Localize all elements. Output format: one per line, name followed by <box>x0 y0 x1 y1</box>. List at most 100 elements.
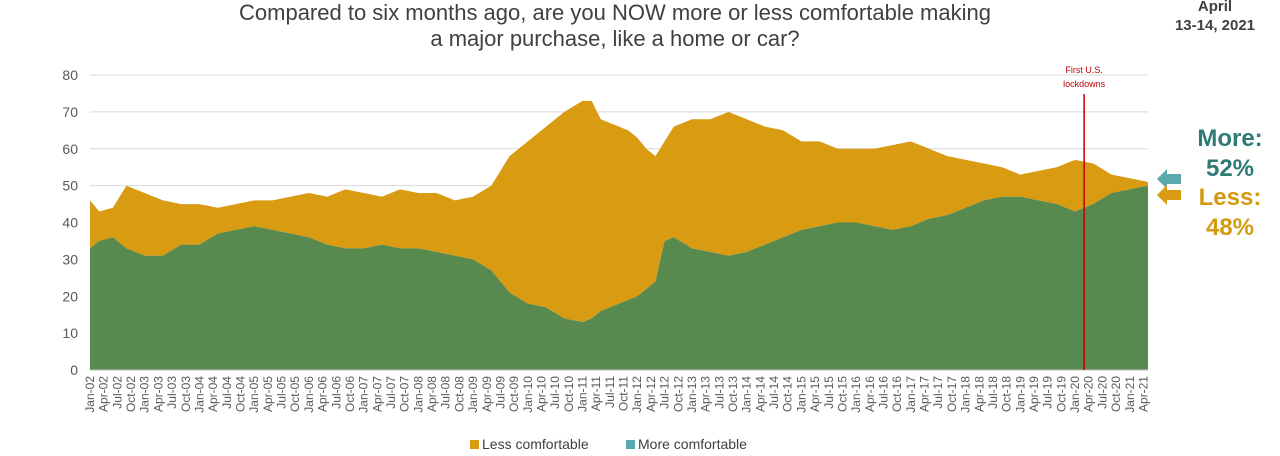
y-tick-label: 60 <box>62 141 78 157</box>
chart-title: Compared to six months ago, are you NOW … <box>150 0 1080 52</box>
legend-swatch-less <box>470 440 479 449</box>
legend-label-more: More comfortable <box>638 436 747 452</box>
x-tick-label: Jan-08 <box>411 376 425 413</box>
x-tick-label: Jul-06 <box>329 376 343 409</box>
x-tick-label: Apr-09 <box>480 376 494 412</box>
x-tick-label: Jul-10 <box>548 376 562 409</box>
x-tick-label: Jan-13 <box>685 376 699 413</box>
x-tick-label: Apr-06 <box>316 376 330 412</box>
x-tick-label: Oct-14 <box>781 376 795 412</box>
x-tick-label: Jul-16 <box>877 376 891 409</box>
base-area <box>90 185 1148 370</box>
less-callout-label: Less: <box>1198 184 1262 211</box>
more-callout: More: 52% <box>1180 124 1280 184</box>
x-tick-label: Oct-18 <box>1000 376 1014 412</box>
x-tick-label: Apr-02 <box>97 376 111 412</box>
x-tick-label: Apr-16 <box>863 376 877 412</box>
x-tick-label: Oct-03 <box>179 376 193 412</box>
x-tick-label: Oct-08 <box>452 376 466 412</box>
x-tick-label: Oct-10 <box>562 376 576 412</box>
x-tick-label: Oct-19 <box>1054 376 1068 412</box>
title-line-2: a major purchase, like a home or car? <box>430 26 800 51</box>
x-tick-label: Jan-15 <box>794 376 808 413</box>
x-tick-label: Apr-20 <box>1082 376 1096 412</box>
x-tick-label: Jul-05 <box>275 376 289 409</box>
x-tick-label: Oct-20 <box>1109 376 1123 412</box>
y-tick-label: 0 <box>70 362 78 378</box>
x-tick-label: Apr-07 <box>370 376 384 412</box>
date-line-1: April <box>1197 0 1233 15</box>
less-callout: Less: 48% <box>1180 183 1280 243</box>
x-tick-label: Apr-14 <box>753 376 767 412</box>
x-tick-label: Oct-13 <box>726 376 740 412</box>
more-callout-value: 52% <box>1205 155 1255 182</box>
x-tick-label: Jan-18 <box>959 376 973 413</box>
x-tick-label: Apr-17 <box>918 376 932 412</box>
y-tick-label: 80 <box>62 67 78 83</box>
lockdown-label-line-2: lockdowns <box>1063 79 1106 89</box>
x-tick-label: Jan-09 <box>466 376 480 413</box>
x-tick-label: Apr-21 <box>1136 376 1150 412</box>
x-tick-label: Oct-02 <box>124 376 138 412</box>
x-tick-label: Jan-20 <box>1068 376 1082 413</box>
x-tick-label: Jan-19 <box>1013 376 1027 413</box>
x-tick-label: Jan-12 <box>630 376 644 413</box>
x-tick-label: Jul-20 <box>1095 376 1109 409</box>
x-tick-label: Jan-16 <box>849 376 863 413</box>
x-tick-label: Oct-17 <box>945 376 959 412</box>
x-tick-label: Oct-06 <box>343 376 357 412</box>
x-tick-label: Jul-12 <box>658 376 672 409</box>
x-tick-label: Jul-09 <box>493 376 507 409</box>
x-tick-label: Apr-19 <box>1027 376 1041 412</box>
x-tick-label: Jan-05 <box>247 376 261 413</box>
x-tick-label: Jan-14 <box>740 376 754 413</box>
x-tick-label: Jan-07 <box>357 376 371 413</box>
x-tick-label: Apr-15 <box>808 376 822 412</box>
chart-areas <box>90 100 1148 370</box>
y-tick-label: 10 <box>62 325 78 341</box>
x-tick-label: Apr-08 <box>425 376 439 412</box>
x-tick-label: Apr-05 <box>261 376 275 412</box>
x-tick-label: Apr-13 <box>699 376 713 412</box>
x-axis: Jan-02 Apr-02 Jul-02 Oct-02 Jan-03 Apr-03 Jul-… <box>83 376 1150 413</box>
lockdown-label-line-1: First U.S. <box>1065 65 1103 75</box>
legend-swatch-more <box>626 440 635 449</box>
title-line-1: Compared to six months ago, are you NOW … <box>239 0 991 25</box>
x-tick-label: Jul-11 <box>603 376 617 408</box>
x-tick-label: Oct-09 <box>507 376 521 412</box>
callout-arrows <box>1157 169 1181 205</box>
x-tick-label: Jul-15 <box>822 376 836 409</box>
x-tick-label: Oct-05 <box>288 376 302 412</box>
x-tick-label: Jul-19 <box>1041 376 1055 409</box>
x-tick-label: Apr-04 <box>206 376 220 412</box>
y-tick-label: 40 <box>62 215 78 231</box>
x-tick-label: Jul-18 <box>986 376 1000 409</box>
x-tick-label: Jan-02 <box>83 376 97 413</box>
x-tick-label: Jul-17 <box>931 376 945 409</box>
legend: Less comfortable More comfortable <box>470 436 747 452</box>
lockdown-annotation: First U.S. lockdowns <box>1063 65 1106 370</box>
x-tick-label: Jan-10 <box>521 376 535 413</box>
less-arrow-icon <box>1157 185 1181 205</box>
x-tick-label: Jan-06 <box>302 376 316 413</box>
y-tick-label: 50 <box>62 178 78 194</box>
x-tick-label: Jul-04 <box>220 376 234 409</box>
x-tick-label: Apr-11 <box>589 376 603 411</box>
date-line-2: 13-14, 2021 <box>1174 17 1256 34</box>
x-tick-label: Jul-07 <box>384 376 398 409</box>
x-tick-label: Apr-10 <box>534 376 548 412</box>
x-tick-label: Jul-13 <box>712 376 726 409</box>
x-tick-label: Jan-04 <box>192 376 206 413</box>
x-tick-label: Oct-04 <box>233 376 247 412</box>
x-tick-label: Jul-08 <box>439 376 453 409</box>
less-callout-value: 48% <box>1205 214 1255 241</box>
y-tick-label: 20 <box>62 288 78 304</box>
legend-label-less: Less comfortable <box>482 436 589 452</box>
x-tick-label: Oct-12 <box>671 376 685 412</box>
x-tick-label: Apr-12 <box>644 376 658 412</box>
x-tick-label: Jul-14 <box>767 376 781 409</box>
y-axis: 0 10 20 30 40 50 60 70 80 <box>62 67 1148 378</box>
x-tick-label: Jul-02 <box>110 376 124 409</box>
survey-date: April 13-14, 2021 <box>1150 0 1280 35</box>
